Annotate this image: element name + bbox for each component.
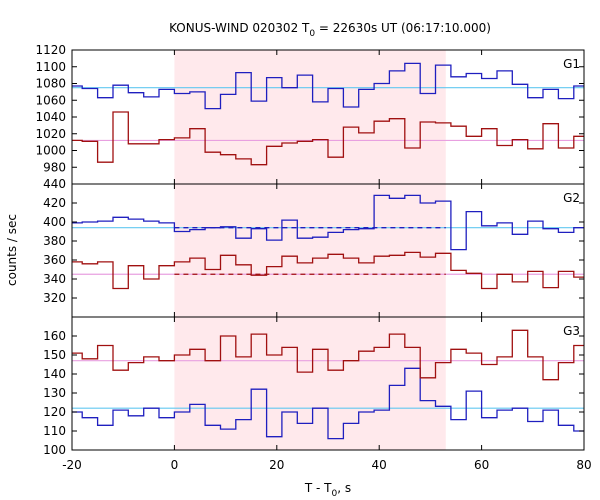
x-tick-label: 40: [372, 458, 387, 472]
y-tick-label: 980: [43, 160, 66, 174]
y-tick-label: 1100: [35, 60, 66, 74]
x-tick-label: 20: [269, 458, 284, 472]
x-tick-labels: -20 0 20 40 60 80: [62, 458, 591, 472]
series-red-line: [72, 251, 584, 290]
panel-g2: 320 340 360 380 400 420 440 G2: [43, 177, 585, 318]
y-tick-label: 420: [43, 196, 66, 210]
panel-frame: [71, 316, 585, 451]
x-tick-label: 80: [576, 458, 591, 472]
panels-layer: 9801000102010401060108011001120G13203403…: [35, 43, 585, 457]
y-tick-label: 360: [43, 253, 66, 267]
series-blue-line: [72, 62, 584, 110]
x-tick-label: -20: [62, 458, 82, 472]
shaded-interval: [174, 184, 446, 317]
chart-title: KONUS-WIND 020302 T0 = 22630s UT (06:17:…: [169, 21, 491, 39]
x-axis-label: T - T0, s: [304, 481, 351, 499]
shaded-interval: [174, 50, 446, 184]
y-tick-label: 1040: [35, 110, 66, 124]
y-tick-label: 340: [43, 272, 66, 286]
y-tick-label: 320: [43, 291, 66, 305]
series-red-line: [72, 111, 584, 166]
y-tick-label: 1120: [35, 43, 66, 57]
y-tick-label: 160: [43, 329, 66, 343]
y-tick-label: 1000: [35, 144, 66, 158]
y-tick-label: 100: [43, 443, 66, 457]
y-tick-label: 1060: [35, 93, 66, 107]
panel-g1: 980 1000 1020 1040 1060 1080 1100 1120 G1: [35, 43, 585, 185]
shaded-interval: [174, 317, 446, 450]
series-red-line: [72, 329, 584, 381]
series-blue-line: [72, 367, 584, 440]
y-tick-label: 110: [43, 424, 66, 438]
y-tick-label: 1080: [35, 77, 66, 91]
y-tick-label: 150: [43, 348, 66, 362]
series-blue-line: [72, 194, 584, 251]
y-tick-label: 140: [43, 367, 66, 381]
panel-g3: 100 110 120 130 140 150 160 G3: [43, 316, 585, 457]
y-tick-label: 130: [43, 386, 66, 400]
y-tick-label: 120: [43, 405, 66, 419]
x-tick-label: 60: [474, 458, 489, 472]
y-tick-label: 400: [43, 215, 66, 229]
x-tick-label: 0: [171, 458, 179, 472]
y-tick-label: 380: [43, 234, 66, 248]
y-tick-label: 1020: [35, 127, 66, 141]
y-axis-label: counts / sec: [5, 214, 19, 286]
y-tick-label: 440: [43, 177, 66, 191]
panel-label: G2: [563, 191, 580, 205]
panel-label: G3: [563, 324, 580, 338]
panel-label: G1: [563, 57, 580, 71]
